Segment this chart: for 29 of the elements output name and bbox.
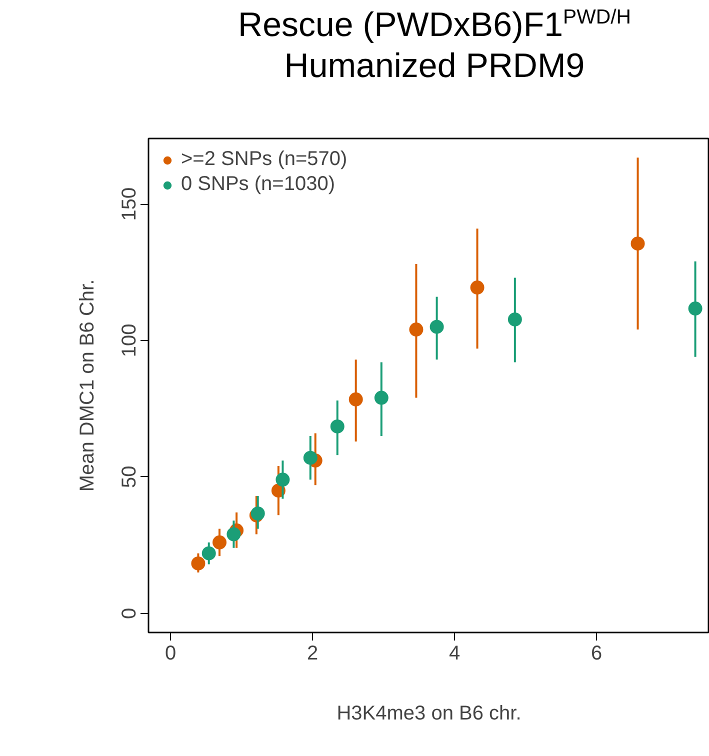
point [191,556,206,570]
point [374,390,388,405]
point [470,280,484,295]
point [276,472,290,487]
point [330,419,344,434]
legend-label: 0 SNPs (n=1030) [181,173,335,196]
x-tick-label: 6 [591,642,602,664]
legend-label: >=2 SNPs (n=570) [181,148,348,171]
chart-subtitle: Humanized PRDM9 [284,46,585,85]
x-tick-label: 2 [306,642,318,664]
point [303,450,318,465]
point [688,302,702,316]
point [348,392,363,406]
point [430,320,444,334]
point [212,535,227,550]
point [630,236,645,251]
y-axis-title: Mean DMC1 on B6 Chr. [76,279,98,492]
point [508,312,522,326]
y-tick-label: 150 [118,187,140,221]
x-axis-title: H3K4me3 on B6 chr. [336,702,522,724]
x-tick-label: 0 [164,642,176,664]
y-tick-label: 100 [118,324,140,358]
point [226,527,241,542]
y-tick-label: 50 [118,466,140,488]
point [202,546,216,560]
chart-title: Rescue (PWDxB6)F1$^{PWD/H}$ [238,6,631,44]
point [409,322,424,337]
y-tick-label: 0 [118,608,140,619]
x-tick-label: 4 [449,642,460,664]
